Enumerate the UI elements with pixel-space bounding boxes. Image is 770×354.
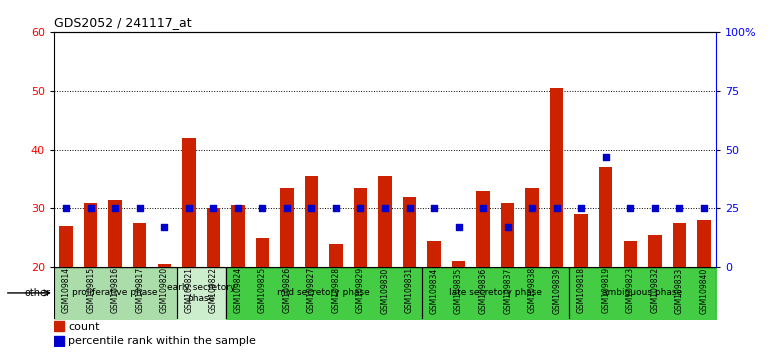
Text: GSM109828: GSM109828: [331, 267, 340, 313]
Text: GSM109819: GSM109819: [601, 267, 611, 313]
Point: [85, 206, 97, 211]
Bar: [501, 202, 514, 267]
Point: [60, 206, 72, 211]
Bar: [477, 191, 490, 267]
Text: GSM109814: GSM109814: [62, 267, 71, 313]
Text: GSM109838: GSM109838: [527, 267, 537, 313]
Text: GSM109825: GSM109825: [258, 267, 267, 313]
Bar: [378, 176, 392, 267]
Text: count: count: [69, 321, 100, 332]
Point: [526, 206, 538, 211]
Text: GSM109826: GSM109826: [283, 267, 291, 313]
Bar: [550, 88, 564, 267]
Text: percentile rank within the sample: percentile rank within the sample: [69, 336, 256, 346]
Text: GSM109830: GSM109830: [380, 267, 390, 314]
Point: [600, 154, 612, 159]
Bar: [452, 261, 465, 267]
Text: GSM109817: GSM109817: [136, 267, 144, 313]
Point: [575, 206, 588, 211]
Bar: [672, 223, 686, 267]
Text: GSM109835: GSM109835: [454, 267, 463, 314]
Bar: [305, 176, 318, 267]
Bar: [525, 188, 539, 267]
Bar: [231, 205, 245, 267]
Bar: [624, 241, 637, 267]
Bar: [206, 209, 220, 267]
Text: GSM109827: GSM109827: [307, 267, 316, 313]
Point: [501, 224, 514, 230]
Point: [453, 224, 465, 230]
Bar: [182, 138, 196, 267]
Point: [182, 206, 195, 211]
Point: [477, 206, 489, 211]
Point: [379, 206, 391, 211]
Bar: [256, 238, 270, 267]
Bar: [54, 321, 64, 331]
Point: [330, 206, 342, 211]
Bar: [574, 214, 588, 267]
Point: [624, 206, 637, 211]
Bar: [330, 244, 343, 267]
Bar: [54, 336, 64, 346]
Point: [232, 206, 244, 211]
Point: [305, 206, 317, 211]
Bar: [697, 220, 711, 267]
Text: GSM109824: GSM109824: [233, 267, 243, 313]
Text: early secretory
phase: early secretory phase: [167, 283, 236, 303]
Point: [428, 206, 440, 211]
Text: GSM109834: GSM109834: [430, 267, 439, 314]
Text: GSM109822: GSM109822: [209, 267, 218, 313]
Bar: [59, 226, 73, 267]
Bar: [403, 197, 417, 267]
Point: [109, 206, 122, 211]
Text: GSM109840: GSM109840: [699, 267, 708, 314]
Text: other: other: [24, 288, 50, 298]
Bar: [599, 167, 612, 267]
Text: GSM109837: GSM109837: [503, 267, 512, 314]
Point: [256, 206, 269, 211]
Point: [698, 206, 710, 211]
Text: GSM109829: GSM109829: [356, 267, 365, 313]
Bar: [84, 202, 98, 267]
Point: [207, 206, 219, 211]
Point: [281, 206, 293, 211]
Point: [648, 206, 661, 211]
Text: mid secretory phase: mid secretory phase: [277, 289, 370, 297]
Point: [673, 206, 685, 211]
Point: [133, 206, 146, 211]
Text: GSM109820: GSM109820: [159, 267, 169, 313]
Point: [403, 206, 416, 211]
Text: late secretory phase: late secretory phase: [449, 289, 542, 297]
Bar: [133, 223, 146, 267]
Text: GSM109821: GSM109821: [184, 267, 193, 313]
Bar: [109, 200, 122, 267]
Text: GSM109818: GSM109818: [577, 267, 586, 313]
Text: GSM109823: GSM109823: [626, 267, 634, 313]
Text: GSM109815: GSM109815: [86, 267, 95, 313]
Text: GSM109816: GSM109816: [111, 267, 119, 313]
Text: ambiguous phase: ambiguous phase: [602, 289, 682, 297]
Text: GSM109839: GSM109839: [552, 267, 561, 314]
Text: GSM109836: GSM109836: [479, 267, 487, 314]
Text: GSM109832: GSM109832: [651, 267, 659, 313]
Bar: [353, 188, 367, 267]
Text: GSM109833: GSM109833: [675, 267, 684, 314]
Text: proliferative phase: proliferative phase: [72, 289, 158, 297]
Text: GDS2052 / 241117_at: GDS2052 / 241117_at: [54, 16, 192, 29]
Bar: [648, 235, 661, 267]
Text: GSM109831: GSM109831: [405, 267, 414, 313]
Bar: [158, 264, 171, 267]
Bar: [427, 241, 440, 267]
Point: [158, 224, 170, 230]
Point: [354, 206, 367, 211]
Point: [551, 206, 563, 211]
Bar: [280, 188, 293, 267]
